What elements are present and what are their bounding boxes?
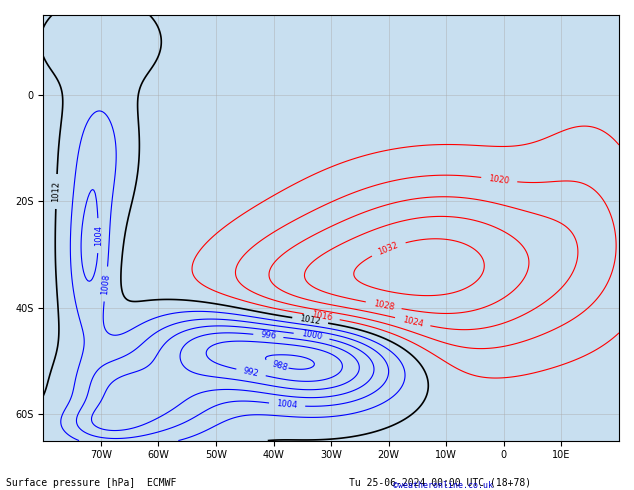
Text: 1004: 1004	[94, 225, 103, 246]
Text: 1028: 1028	[372, 299, 395, 312]
Text: 1000: 1000	[301, 330, 323, 342]
Text: ©weatheronline.co.uk: ©weatheronline.co.uk	[393, 481, 493, 490]
Text: 1008: 1008	[100, 273, 112, 295]
Text: Surface pressure [hPa]  ECMWF: Surface pressure [hPa] ECMWF	[6, 478, 177, 488]
Text: Tu 25-06-2024 00:00 UTC (18+78): Tu 25-06-2024 00:00 UTC (18+78)	[349, 478, 531, 488]
Text: 1020: 1020	[488, 174, 510, 186]
Text: 1016: 1016	[311, 311, 333, 323]
Text: 1032: 1032	[377, 240, 400, 257]
Text: 1012: 1012	[51, 181, 61, 202]
Text: 1004: 1004	[276, 399, 298, 411]
Text: 996: 996	[260, 330, 276, 341]
Text: 988: 988	[271, 359, 289, 373]
Text: 992: 992	[242, 366, 260, 379]
Text: 1024: 1024	[401, 315, 424, 329]
Text: 1012: 1012	[299, 314, 321, 326]
